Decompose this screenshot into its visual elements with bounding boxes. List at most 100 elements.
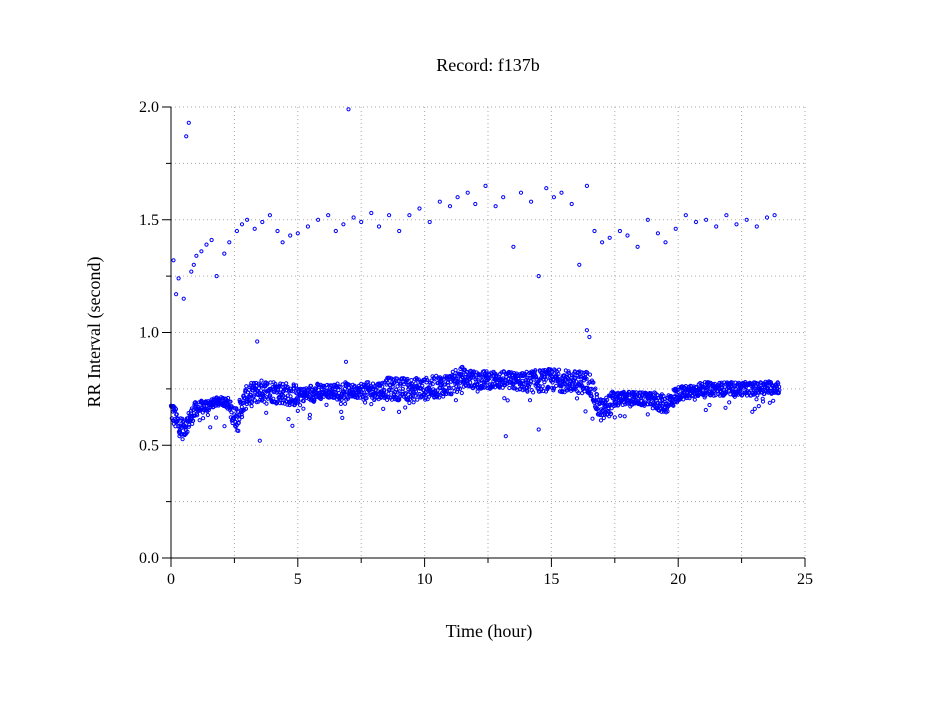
data-point bbox=[245, 217, 250, 222]
data-point bbox=[409, 381, 414, 386]
data-point bbox=[453, 368, 458, 373]
data-point bbox=[523, 373, 528, 378]
data-point bbox=[249, 400, 254, 405]
data-point bbox=[511, 244, 516, 249]
data-point bbox=[181, 296, 186, 301]
data-point bbox=[222, 251, 227, 256]
data-point bbox=[209, 237, 214, 243]
data-point bbox=[386, 391, 391, 396]
data-point bbox=[727, 400, 732, 405]
data-point bbox=[460, 374, 465, 380]
data-point bbox=[750, 409, 755, 414]
data-point bbox=[205, 412, 210, 418]
data-point bbox=[465, 190, 470, 195]
data-point bbox=[380, 384, 385, 389]
data-point bbox=[322, 384, 327, 389]
data-point bbox=[579, 370, 584, 375]
data-point bbox=[417, 206, 422, 211]
data-point bbox=[387, 387, 392, 392]
data-point bbox=[281, 385, 286, 390]
data-point bbox=[441, 394, 446, 399]
data-point bbox=[366, 380, 371, 385]
data-point bbox=[234, 228, 239, 234]
data-point bbox=[449, 392, 454, 397]
data-point bbox=[707, 402, 712, 408]
data-point bbox=[180, 437, 185, 442]
data-point bbox=[687, 396, 692, 401]
data-point bbox=[364, 396, 369, 401]
data-point bbox=[569, 201, 574, 207]
data-point bbox=[743, 385, 748, 390]
data-point bbox=[501, 195, 506, 200]
data-point bbox=[343, 401, 348, 406]
data-point bbox=[280, 240, 285, 245]
data-point bbox=[199, 249, 204, 254]
data-point bbox=[703, 407, 708, 413]
data-point bbox=[483, 183, 488, 188]
data-point bbox=[185, 429, 190, 434]
data-point bbox=[771, 398, 776, 403]
data-point bbox=[229, 410, 234, 415]
data-point bbox=[301, 406, 306, 411]
data-point bbox=[298, 386, 303, 391]
data-point bbox=[559, 190, 564, 195]
data-point bbox=[516, 376, 521, 381]
data-point bbox=[533, 368, 538, 373]
data-point bbox=[428, 382, 433, 387]
data-point bbox=[740, 390, 745, 395]
data-point bbox=[734, 222, 739, 227]
data-point bbox=[413, 389, 418, 394]
data-point bbox=[307, 412, 312, 417]
data-point bbox=[475, 389, 480, 394]
data-point bbox=[598, 418, 604, 423]
data-point bbox=[440, 382, 445, 387]
data-point bbox=[400, 386, 405, 391]
data-point bbox=[587, 334, 592, 340]
data-point bbox=[376, 224, 382, 229]
data-point bbox=[351, 215, 356, 220]
data-point bbox=[618, 413, 623, 418]
data-point bbox=[382, 387, 387, 393]
data-point bbox=[653, 396, 659, 401]
data-point bbox=[772, 213, 777, 218]
data-point bbox=[551, 386, 557, 391]
data-point bbox=[259, 378, 264, 383]
data-point bbox=[503, 434, 508, 439]
data-point bbox=[338, 401, 343, 406]
data-point bbox=[602, 412, 608, 417]
data-point bbox=[507, 385, 512, 391]
data-point bbox=[296, 397, 301, 402]
data-point bbox=[259, 382, 264, 388]
data-point bbox=[500, 385, 505, 390]
data-point bbox=[314, 387, 319, 392]
data-point bbox=[665, 409, 670, 414]
data-point bbox=[494, 373, 499, 378]
data-point bbox=[690, 394, 696, 399]
data-point bbox=[195, 413, 200, 418]
data-point bbox=[397, 228, 402, 234]
data-point bbox=[186, 424, 191, 429]
data-point bbox=[502, 396, 507, 401]
data-point bbox=[681, 397, 686, 402]
data-point bbox=[284, 381, 289, 386]
data-point bbox=[554, 383, 559, 388]
data-point bbox=[420, 383, 425, 388]
data-point bbox=[227, 240, 232, 245]
data-point bbox=[600, 240, 605, 245]
data-point bbox=[385, 380, 390, 385]
data-point bbox=[437, 199, 442, 204]
data-point bbox=[455, 195, 460, 200]
data-point bbox=[288, 394, 293, 399]
data-point bbox=[744, 217, 749, 222]
data-point bbox=[293, 401, 298, 406]
data-point bbox=[390, 384, 395, 389]
data-point bbox=[346, 107, 351, 112]
data-point bbox=[566, 369, 571, 374]
data-point bbox=[359, 219, 364, 225]
data-point bbox=[591, 380, 596, 385]
data-point bbox=[460, 364, 465, 370]
data-point bbox=[683, 213, 688, 218]
y-tick-label: 1.0 bbox=[139, 325, 159, 342]
chart-title: Record: f137b bbox=[436, 55, 539, 75]
data-point bbox=[403, 405, 408, 410]
